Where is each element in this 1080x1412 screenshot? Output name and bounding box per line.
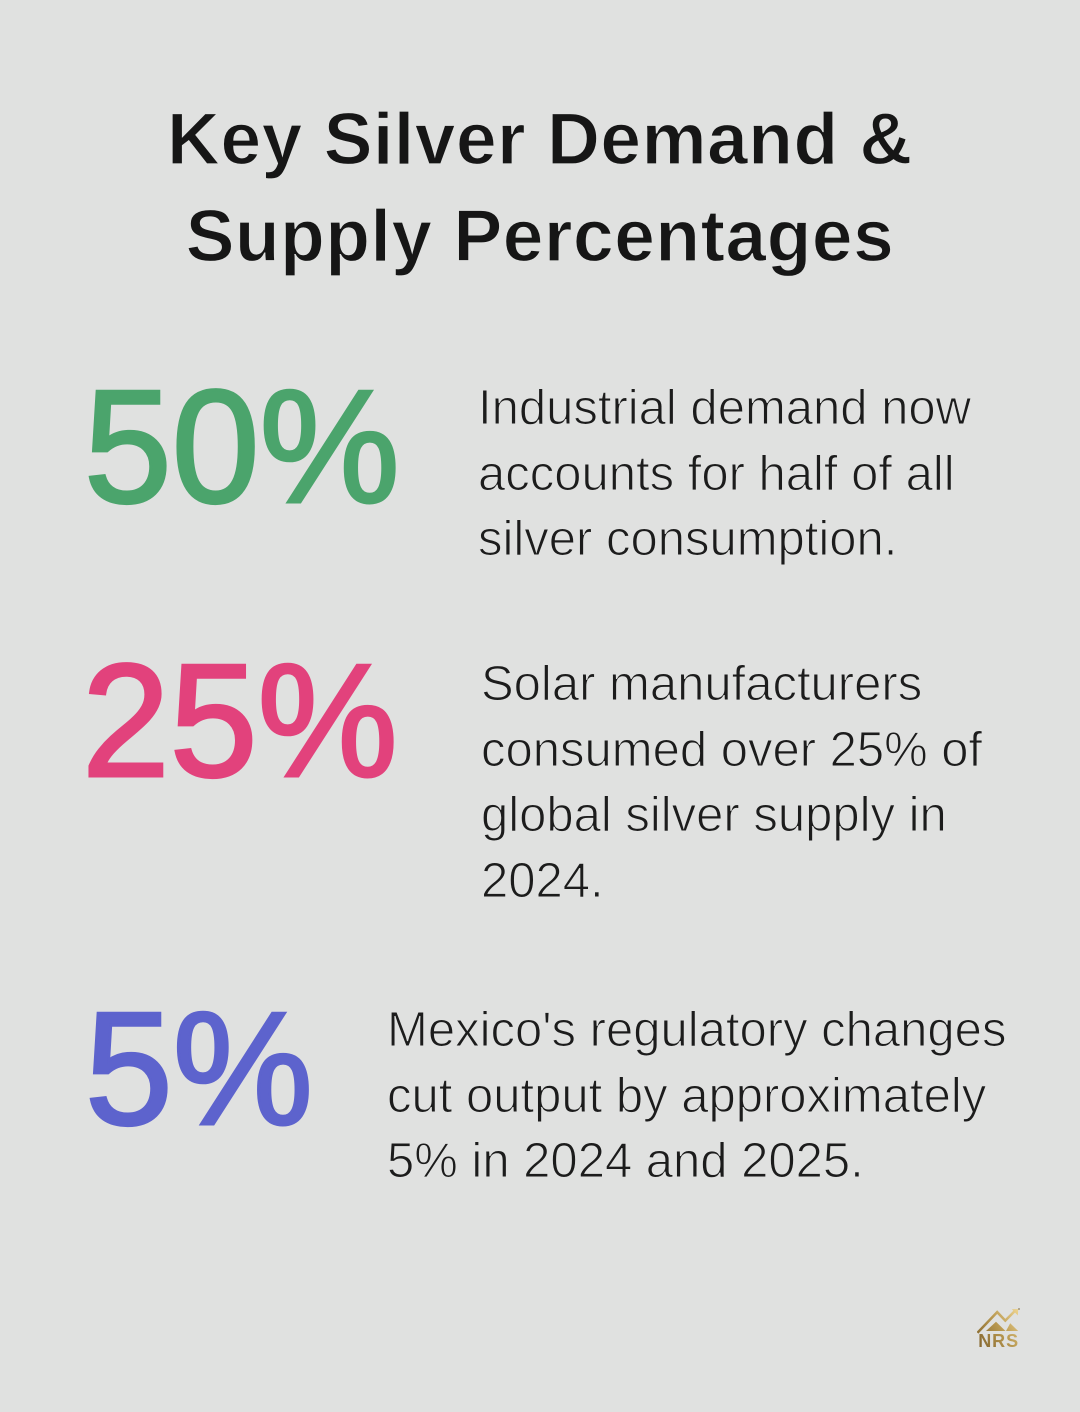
svg-text:NRS: NRS: [978, 1331, 1019, 1348]
